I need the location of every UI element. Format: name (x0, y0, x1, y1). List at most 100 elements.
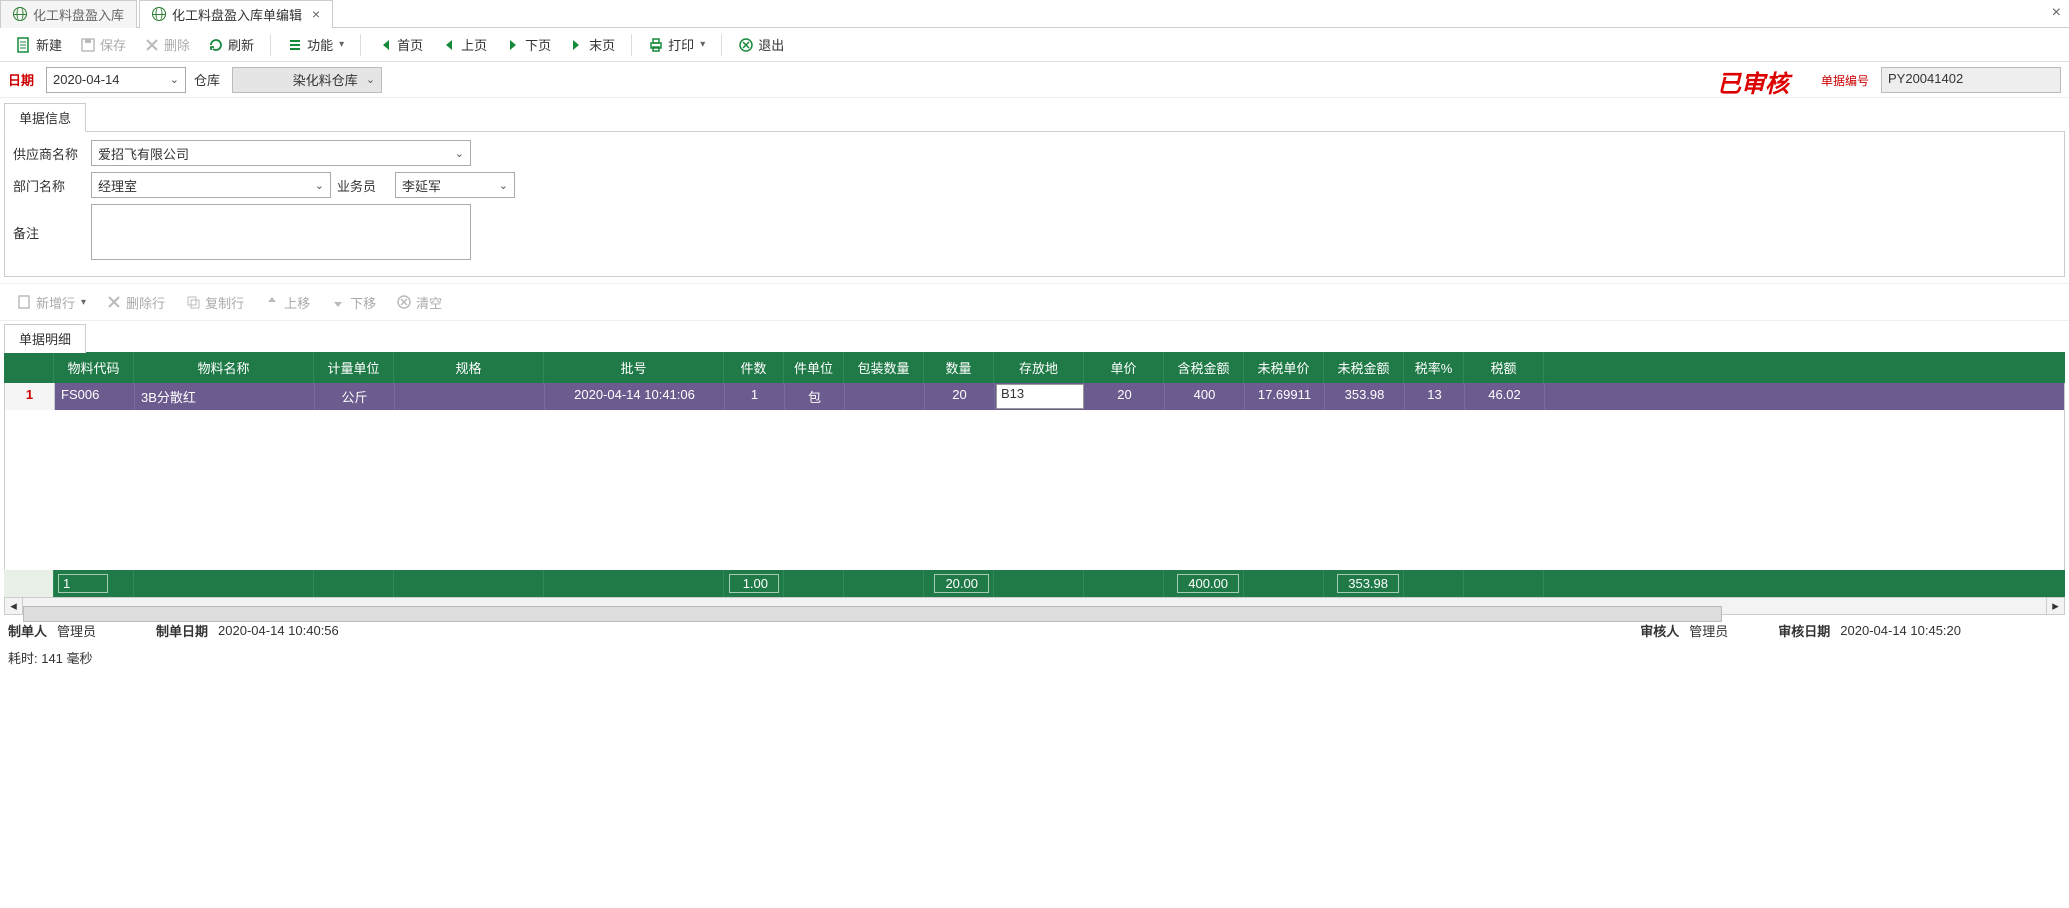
close-icon[interactable]: × (312, 6, 320, 22)
cell-code[interactable]: FS006 (55, 383, 135, 410)
cell-tax-rate[interactable]: 13 (1405, 383, 1465, 410)
cell-loc[interactable]: B13 (996, 384, 1084, 409)
footer-qty: 20.00 (934, 574, 989, 593)
tab-edit-label: 化工料盘盈入库单编辑 (172, 5, 302, 24)
date-label: 日期 (8, 70, 34, 89)
col-qty[interactable]: 数量 (924, 352, 994, 383)
table-row[interactable]: 1 FS006 3B分散红 公斤 2020-04-14 10:41:06 1 包… (5, 383, 2064, 410)
tab-list-label: 化工料盘盈入库 (33, 5, 124, 24)
chevron-down-icon: ⌄ (315, 179, 324, 192)
col-pcs-uom[interactable]: 件单位 (784, 352, 844, 383)
new-label: 新建 (36, 35, 62, 54)
clerk-value: 李延军 (402, 176, 441, 195)
dept-select[interactable]: 经理室 ⌄ (91, 172, 331, 198)
col-tax-rate[interactable]: 税率% (1404, 352, 1464, 383)
next-label: 下页 (525, 35, 551, 54)
new-icon (16, 37, 32, 53)
col-pcs[interactable]: 件数 (724, 352, 784, 383)
doc-icon (16, 294, 32, 310)
dept-value: 经理室 (98, 176, 137, 195)
section-info-tab[interactable]: 单据信息 (4, 103, 86, 132)
grid-header: 物料代码 物料名称 计量单位 规格 批号 件数 件单位 包装数量 数量 存放地 … (4, 352, 2065, 383)
cell-batch[interactable]: 2020-04-14 10:41:06 (545, 383, 725, 410)
cell-pack-qty[interactable] (845, 383, 925, 410)
col-spec[interactable]: 规格 (394, 352, 544, 383)
clerk-select[interactable]: 李延军 ⌄ (395, 172, 515, 198)
remark-label: 备注 (13, 223, 85, 242)
chevron-down-icon: ▾ (339, 39, 344, 50)
scroll-thumb[interactable] (23, 606, 1722, 622)
scroll-left-icon[interactable]: ◂ (5, 598, 23, 614)
cell-qty[interactable]: 20 (925, 383, 995, 410)
scroll-right-icon[interactable]: ▸ (2046, 598, 2064, 614)
supplier-select[interactable]: 爱招飞有限公司 ⌄ (91, 140, 471, 166)
col-loc[interactable]: 存放地 (994, 352, 1084, 383)
next-button[interactable]: 下页 (497, 31, 559, 59)
save-icon (80, 37, 96, 53)
col-amt-notax[interactable]: 未税金额 (1324, 352, 1404, 383)
copy-icon (185, 294, 201, 310)
cell-amt-tax[interactable]: 400 (1165, 383, 1245, 410)
chevron-down-icon: ⌄ (499, 179, 508, 192)
horizontal-scrollbar[interactable]: ◂ ▸ (4, 597, 2065, 615)
refresh-button[interactable]: 刷新 (200, 31, 262, 59)
cell-spec[interactable] (395, 383, 545, 410)
col-batch[interactable]: 批号 (544, 352, 724, 383)
col-amt-tax[interactable]: 含税金额 (1164, 352, 1244, 383)
cell-pcs-uom[interactable]: 包 (785, 383, 845, 410)
del-row-button: 删除行 (98, 288, 173, 316)
delete-label: 删除 (164, 35, 190, 54)
remark-field[interactable] (91, 204, 471, 260)
print-icon (648, 37, 664, 53)
first-label: 首页 (397, 35, 423, 54)
cell-price-notax[interactable]: 17.69911 (1245, 383, 1325, 410)
del-row-label: 删除行 (126, 293, 165, 312)
col-rownum (4, 352, 54, 383)
footer-amt-notax: 353.98 (1337, 574, 1399, 593)
last-button[interactable]: 末页 (561, 31, 623, 59)
delete-icon (106, 294, 122, 310)
chevron-down-icon: ⌄ (170, 73, 179, 86)
clerk-label: 业务员 (337, 176, 389, 195)
new-button[interactable]: 新建 (8, 31, 70, 59)
prev-button[interactable]: 上页 (433, 31, 495, 59)
col-code[interactable]: 物料代码 (54, 352, 134, 383)
exit-button[interactable]: 退出 (730, 31, 792, 59)
create-date-label: 制单日期 (156, 621, 208, 640)
cell-uom[interactable]: 公斤 (315, 383, 395, 410)
print-button[interactable]: 打印 ▾ (640, 31, 713, 59)
first-button[interactable]: 首页 (369, 31, 431, 59)
refresh-label: 刷新 (228, 35, 254, 54)
tab-edit[interactable]: 化工料盘盈入库单编辑 × (139, 0, 333, 28)
warehouse-label: 仓库 (194, 70, 220, 89)
delete-icon (144, 37, 160, 53)
cell-name[interactable]: 3B分散红 (135, 383, 315, 410)
cell-price[interactable]: 20 (1085, 383, 1165, 410)
move-down-button: 下移 (322, 288, 384, 316)
col-uom[interactable]: 计量单位 (314, 352, 394, 383)
cell-amt-notax[interactable]: 353.98 (1325, 383, 1405, 410)
clear-button: 清空 (388, 288, 450, 316)
tabstrip-close-icon[interactable]: × (2052, 4, 2061, 22)
tab-list[interactable]: 化工料盘盈入库 (0, 0, 137, 28)
clear-icon (396, 294, 412, 310)
creator-value: 管理员 (57, 621, 96, 640)
col-name[interactable]: 物料名称 (134, 352, 314, 383)
supplier-value: 爱招飞有限公司 (98, 144, 189, 163)
cell-pcs[interactable]: 1 (725, 383, 785, 410)
col-pack-qty[interactable]: 包装数量 (844, 352, 924, 383)
create-date-value: 2020-04-14 10:40:56 (218, 623, 339, 638)
timing-text: 耗时: 141 毫秒 (0, 646, 2069, 675)
date-picker[interactable]: 2020-04-14 ⌄ (46, 67, 186, 93)
list-icon (287, 37, 303, 53)
section-detail-tab[interactable]: 单据明细 (4, 324, 86, 353)
prev-icon (441, 37, 457, 53)
col-tax-amt[interactable]: 税额 (1464, 352, 1544, 383)
chevron-down-icon: ▾ (700, 39, 705, 50)
col-price-notax[interactable]: 未税单价 (1244, 352, 1324, 383)
docno-value: PY20041402 (1881, 67, 2061, 93)
footer-blank (4, 570, 54, 597)
col-price[interactable]: 单价 (1084, 352, 1164, 383)
function-button[interactable]: 功能 ▾ (279, 31, 352, 59)
cell-tax-amt[interactable]: 46.02 (1465, 383, 1545, 410)
